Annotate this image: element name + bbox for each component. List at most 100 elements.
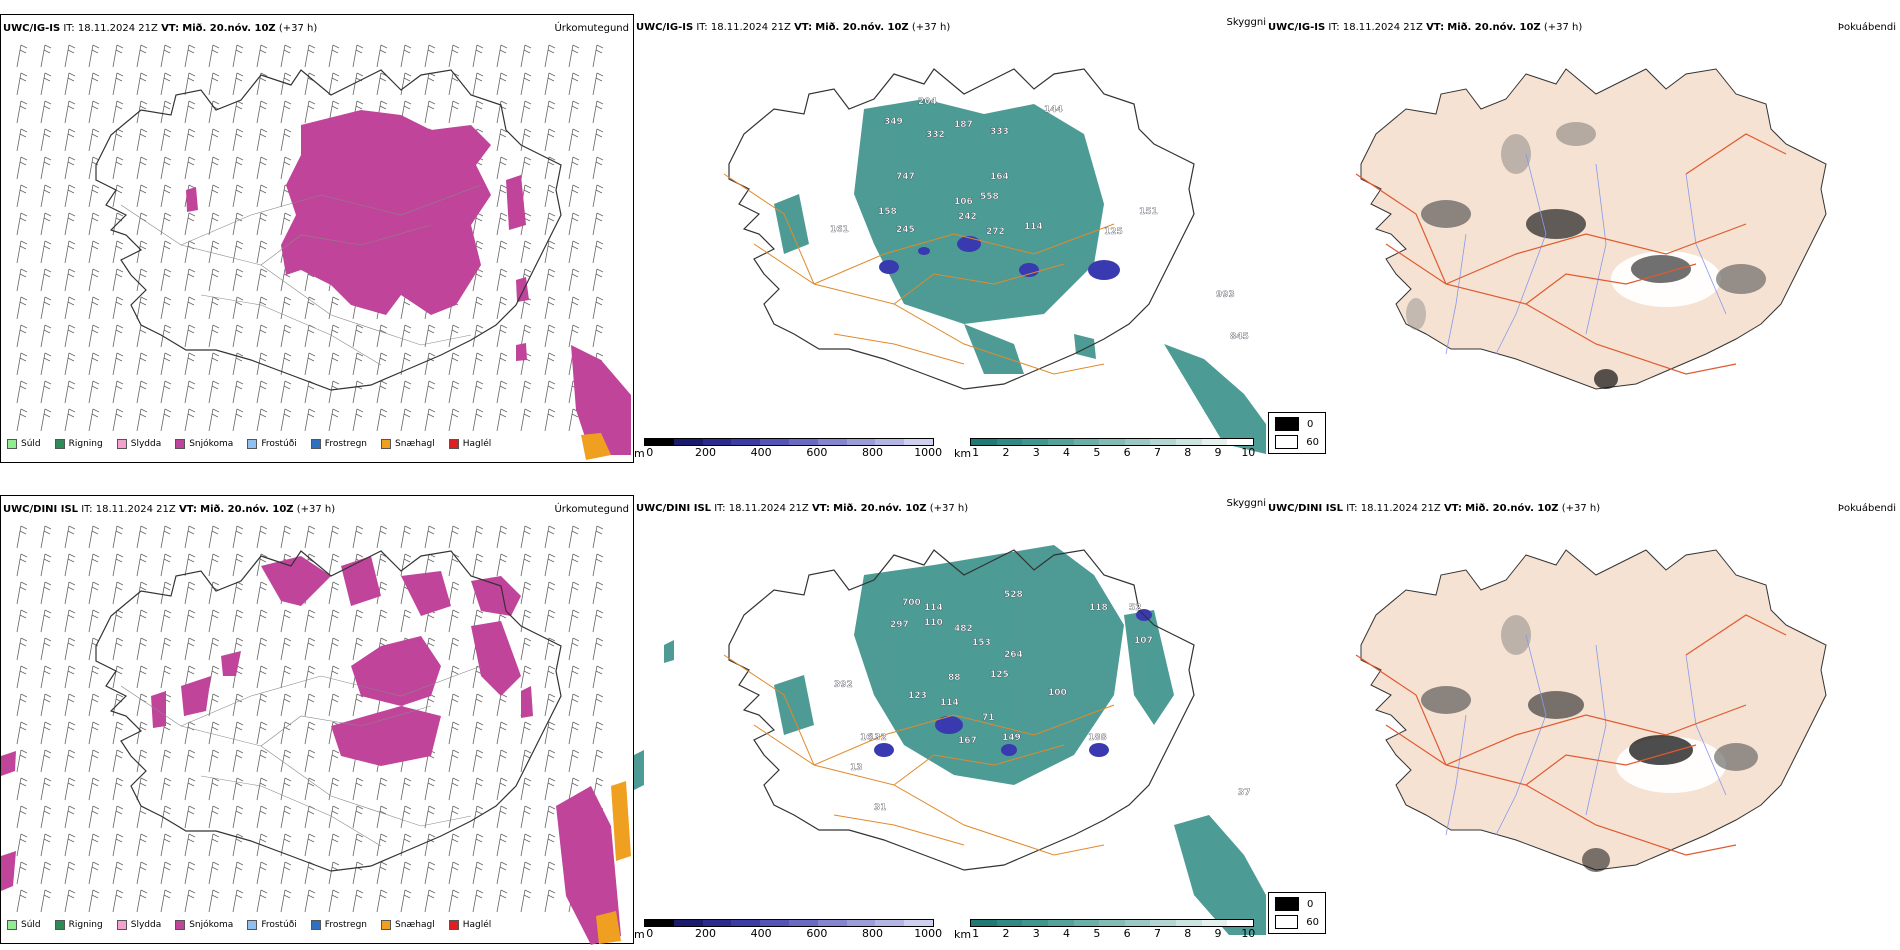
wind-barb <box>280 380 292 404</box>
wind-barb <box>256 749 268 773</box>
roads <box>723 654 1115 856</box>
wind-barb <box>232 889 244 913</box>
legend-swatch <box>175 439 186 449</box>
colorbar-tick: 6 <box>1123 446 1131 459</box>
roads <box>723 173 1115 375</box>
wind-barb <box>544 525 556 549</box>
wind-barb <box>136 861 148 885</box>
visibility-colorbar: km 1 2 3 4 5 6 7 8 9 10 <box>954 919 1255 941</box>
wind-barb <box>88 268 100 292</box>
wind-barb <box>376 44 388 68</box>
legend-item: Súld <box>7 920 41 930</box>
wind-barb <box>280 212 292 236</box>
wind-barb <box>400 525 412 549</box>
wind-barb <box>352 805 364 829</box>
wind-barb <box>208 156 220 180</box>
wind-barb <box>568 268 580 292</box>
wind-barb <box>16 861 28 885</box>
wind-barb <box>568 749 580 773</box>
wind-barb <box>448 637 460 661</box>
wind-barb <box>184 665 196 689</box>
wind-barb <box>208 553 220 577</box>
wind-barb <box>280 156 292 180</box>
wind-barb <box>424 805 436 829</box>
colorbar-bin <box>1099 920 1125 926</box>
colorbar-tick: 8 <box>1184 927 1192 940</box>
wind-barb <box>520 100 532 124</box>
wind-barb <box>232 44 244 68</box>
wind-barb <box>328 44 340 68</box>
wind-barb <box>520 861 532 885</box>
wind-barb <box>232 553 244 577</box>
wind-barb <box>232 268 244 292</box>
wind-barb <box>520 408 532 432</box>
panel-header: UWC/DINI ISL IT: 18.11.2024 21Z VT: Mið.… <box>636 503 969 514</box>
visibility-map-top: 349 204 187 332 333 144 747 164 106 558 158 242 161 2… <box>723 68 1266 454</box>
wind-barb <box>184 721 196 745</box>
wind-barb <box>136 665 148 689</box>
legend-swatch <box>7 439 17 449</box>
colorbar-strip <box>970 438 1254 446</box>
wind-barb <box>280 100 292 124</box>
colorbar-bin <box>971 920 997 926</box>
ceiling-label: 242 <box>958 212 977 222</box>
wind-barb <box>568 100 580 124</box>
wind-barb <box>520 44 532 68</box>
legend-swatch <box>381 920 392 930</box>
wind-barb <box>448 44 460 68</box>
fog-shading <box>1421 615 1758 872</box>
wind-barb <box>328 380 340 404</box>
wind-barb <box>256 380 268 404</box>
wind-barb <box>592 609 604 633</box>
wind-barb <box>88 861 100 885</box>
colorbar-tick: 2 <box>1002 446 1010 459</box>
wind-barb <box>496 777 508 801</box>
wind-barb <box>496 296 508 320</box>
wind-barb <box>280 637 292 661</box>
legend-item: Snæhagl <box>381 439 435 449</box>
colorbar-unit: m <box>634 447 645 460</box>
wind-barb <box>160 637 172 661</box>
legend-item: Frostúði <box>247 920 297 930</box>
wind-barb <box>40 805 52 829</box>
wind-barb <box>184 525 196 549</box>
ceiling-label: 37 <box>1238 788 1251 798</box>
wind-barb <box>112 665 124 689</box>
wind-barb <box>184 324 196 348</box>
wind-barb <box>232 721 244 745</box>
roads <box>120 665 482 847</box>
wind-barb <box>568 156 580 180</box>
legend-swatch <box>54 920 65 930</box>
ceiling-label: 107 <box>1134 636 1153 646</box>
wind-barb <box>232 128 244 152</box>
wind-barb <box>520 525 532 549</box>
wind-barb <box>376 380 388 404</box>
wind-barb <box>64 268 76 292</box>
wind-barb <box>376 352 388 376</box>
wind-barb <box>184 861 196 885</box>
wind-barb <box>304 861 316 885</box>
fog-legend-white <box>1275 915 1299 929</box>
wind-barb <box>328 693 340 717</box>
wind-barb <box>112 184 124 208</box>
wind-barb <box>232 581 244 605</box>
wind-barb <box>184 553 196 577</box>
colorbar-tick: 1 <box>972 446 980 459</box>
wind-barb <box>304 352 316 376</box>
wind-barb <box>280 665 292 689</box>
wind-barb <box>544 553 556 577</box>
wind-barb <box>160 553 172 577</box>
wind-barb <box>88 749 100 773</box>
precip-map-top <box>16 44 631 460</box>
wind-barb <box>256 861 268 885</box>
wind-barb <box>208 296 220 320</box>
colorbar-unit: km <box>954 928 972 941</box>
wind-barb <box>184 637 196 661</box>
wind-barb <box>40 609 52 633</box>
wind-barb <box>136 296 148 320</box>
legend-label: Súld <box>21 920 41 930</box>
wind-barb <box>520 721 532 745</box>
wind-barb <box>400 805 412 829</box>
wind-barb <box>232 861 244 885</box>
